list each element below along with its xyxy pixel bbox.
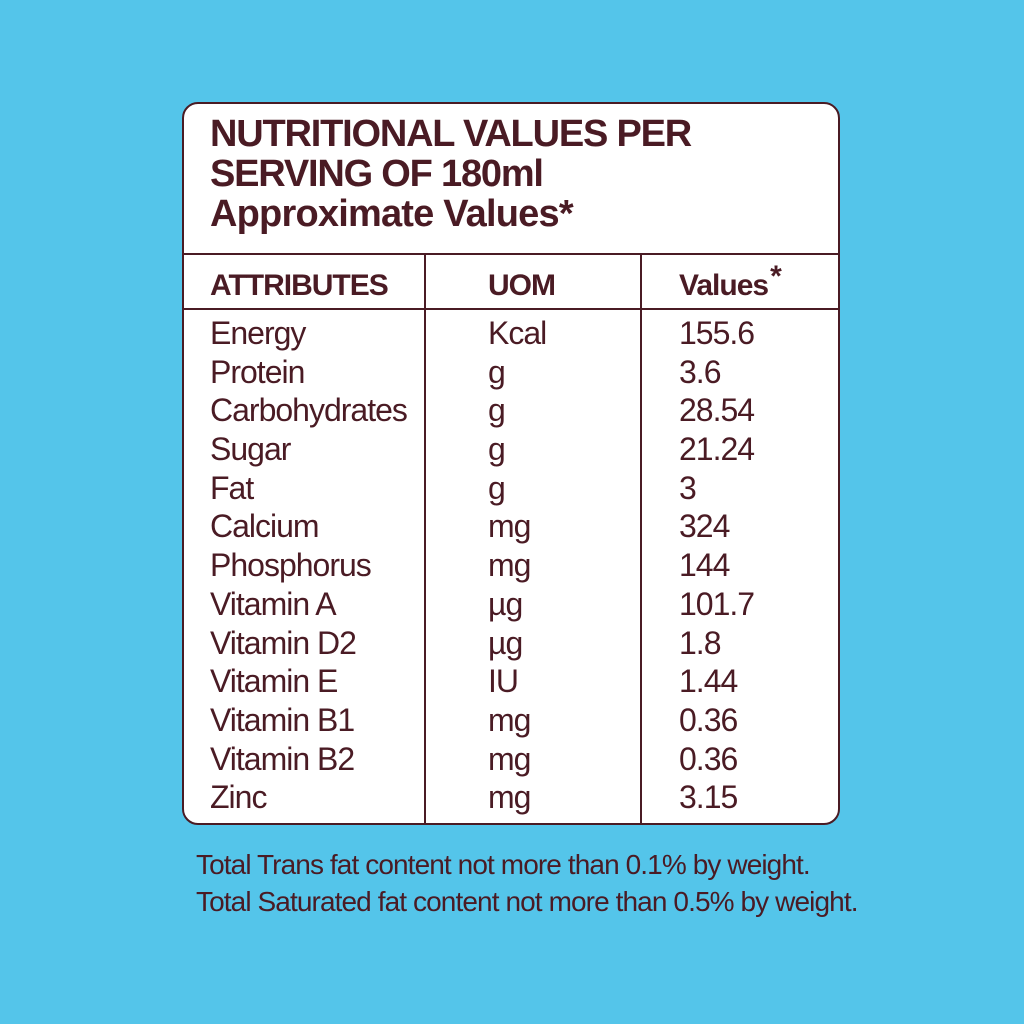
uom-cell: µg [488, 624, 523, 661]
table-row: Zinc mg 3.15 [184, 778, 838, 817]
table-row: Vitamin D2 µg 1.8 [184, 624, 838, 663]
value-cell: 324 [679, 508, 730, 545]
value-cell: 3 [679, 469, 697, 506]
uom-cell: g [488, 392, 506, 429]
attribute-cell: Sugar [210, 431, 291, 468]
uom-cell: mg [488, 740, 531, 777]
uom-cell: mg [488, 779, 531, 816]
column-divider [424, 255, 426, 823]
nutrition-panel: NUTRITIONAL VALUES PER SERVING OF 180ml … [182, 102, 840, 825]
uom-cell: mg [488, 547, 531, 584]
uom-cell: g [488, 469, 506, 506]
attribute-cell: Fat [210, 469, 254, 506]
table-row: Protein g 3.6 [184, 353, 838, 392]
table-row: Phosphorus mg 144 [184, 546, 838, 585]
header-uom: UOM [488, 269, 556, 302]
table-row: Fat g 3 [184, 469, 838, 508]
header-values: Values* [679, 260, 782, 303]
table-row: Vitamin A µg 101.7 [184, 585, 838, 624]
header-values-marker: * [770, 260, 782, 293]
header-attributes: ATTRIBUTES [210, 269, 389, 302]
attribute-cell: Carbohydrates [210, 392, 408, 429]
uom-cell: µg [488, 585, 523, 622]
attribute-cell: Zinc [210, 779, 267, 816]
title-line-1: NUTRITIONAL VALUES PER [210, 113, 692, 155]
attribute-cell: Vitamin B1 [210, 701, 355, 738]
column-divider [640, 255, 642, 823]
uom-cell: mg [488, 508, 531, 545]
header-values-label: Values [679, 269, 769, 302]
uom-cell: mg [488, 701, 531, 738]
value-cell: 1.8 [679, 624, 721, 661]
attribute-cell: Vitamin D2 [210, 624, 357, 661]
footer-line-2: Total Saturated fat content not more tha… [196, 886, 858, 917]
table-row: Carbohydrates g 28.54 [184, 391, 838, 430]
title-line-2: SERVING OF 180ml [210, 153, 544, 195]
table-header-row: ATTRIBUTES UOM Values* [184, 255, 838, 310]
attribute-cell: Energy [210, 315, 306, 351]
table-row: Vitamin E IU 1.44 [184, 662, 838, 701]
value-cell: 0.36 [679, 701, 738, 738]
table-row: Calcium mg 324 [184, 507, 838, 546]
value-cell: 144 [679, 547, 730, 584]
attribute-cell: Phosphorus [210, 547, 372, 584]
footer-notes: Total Trans fat content not more than 0.… [196, 846, 858, 920]
value-cell: 21.24 [679, 431, 755, 468]
value-cell: 3.6 [679, 353, 721, 390]
value-cell: 0.36 [679, 740, 738, 777]
title-line-3: Approximate Values* [210, 193, 574, 235]
table-body: Energy Kcal 155.6 Protein g 3.6 Carbohydrates g… [184, 314, 838, 817]
uom-cell: Kcal [488, 315, 547, 351]
uom-cell: g [488, 431, 506, 468]
table-row: Energy Kcal 155.6 [184, 314, 838, 353]
attribute-cell: Calcium [210, 508, 320, 545]
table-row: Vitamin B1 mg 0.36 [184, 701, 838, 740]
attribute-cell: Vitamin B2 [210, 740, 355, 777]
value-cell: 155.6 [679, 315, 755, 351]
table-row: Sugar g 21.24 [184, 430, 838, 469]
attribute-cell: Protein [210, 353, 305, 390]
attribute-cell: Vitamin E [210, 663, 338, 700]
table-row: Vitamin B2 mg 0.36 [184, 740, 838, 779]
value-cell: 28.54 [679, 392, 755, 429]
title-block: NUTRITIONAL VALUES PER SERVING OF 180ml … [184, 104, 838, 255]
attribute-cell: Vitamin A [210, 585, 337, 622]
uom-cell: IU [488, 663, 519, 700]
footer-line-1: Total Trans fat content not more than 0.… [196, 849, 811, 880]
value-cell: 101.7 [679, 585, 755, 622]
value-cell: 1.44 [679, 663, 738, 700]
value-cell: 3.15 [679, 779, 738, 816]
uom-cell: g [488, 353, 506, 390]
